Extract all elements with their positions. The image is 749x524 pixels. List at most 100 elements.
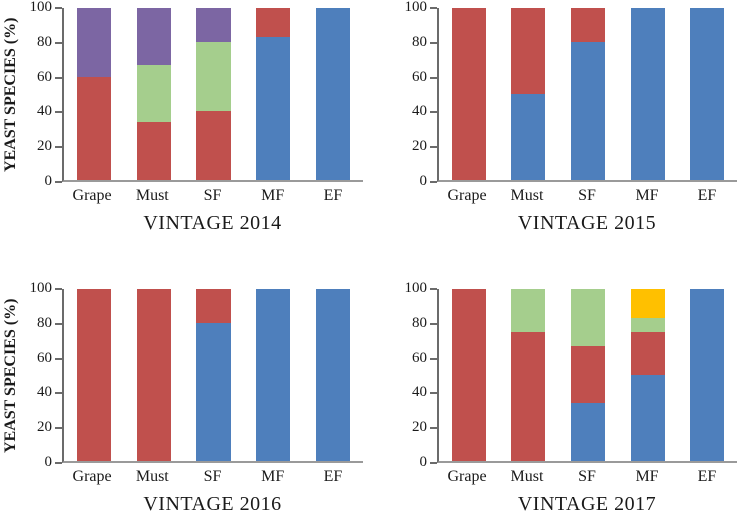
stacked-bar [571,289,605,461]
chart-title: VINTAGE 2016 [143,493,282,515]
y-tick-mark [55,181,62,183]
bar-segment-species-blue [571,402,605,461]
bar-segment-species-red [511,332,546,461]
y-tick-mark [430,111,437,114]
x-category-label: MF [261,468,285,485]
stacked-bar [316,8,351,180]
y-tick-mark [55,462,62,464]
chart-title: VINTAGE 2014 [143,212,282,234]
bar-segment-species-red [451,8,486,180]
y-tick-mark [430,76,437,79]
stacked-bar [451,289,486,461]
y-tick-mark [430,462,437,464]
x-axis-labels: Grape Must SF MF EF [62,463,363,489]
bar-segment-species-green [196,42,231,112]
stacked-bar [256,8,291,180]
y-tick-mark [430,392,437,395]
bar-slot-ef [677,289,737,461]
y-tick-label: 20 [412,419,427,436]
bar-segment-species-red [76,289,111,461]
bar-segment-species-red [571,345,605,403]
bar-slot-must [499,8,559,180]
x-category-label: MF [635,468,659,485]
x-category-label: MF [261,187,285,204]
y-tick-mark [55,111,62,114]
x-category-label: MF [635,187,659,204]
y-tick-mark [55,322,62,325]
y-tick-label: 60 [37,68,52,85]
y-tick-mark [55,41,62,44]
stacked-bar [76,289,111,461]
bar-segment-species-blue [511,94,546,180]
bar-slot-ef [303,289,363,461]
x-axis-labels: Grape Must SF MF EF [437,182,737,208]
y-tick-mark [55,392,62,395]
y-tick-label: 80 [412,33,427,50]
bar-slot-sf [558,289,618,461]
x-category-label: Must [510,187,544,204]
x-category-label: SF [203,187,222,204]
stacked-bar [630,289,665,461]
stacked-bar [76,8,111,180]
bar-slot-must [499,289,559,461]
y-axis-title [375,8,397,182]
stacked-bar [136,8,171,180]
bar-segment-species-gold [630,289,665,319]
bar-segment-species-purple [136,8,171,65]
plot-area [437,289,737,463]
stacked-bar [571,8,605,180]
bar-slot-ef [677,8,737,180]
bar-segment-species-green [571,289,605,346]
stacked-bar [690,289,725,461]
panel-vintage-2017: 0 20 40 60 80 100 Grape Must SF MF EF VINTAGE 201… [375,262,749,524]
bar-slot-must [124,8,184,180]
chart-title: VINTAGE 2015 [517,212,657,234]
y-tick-label: 100 [404,280,428,296]
y-tick-mark [55,7,62,9]
y-axis: 0 20 40 60 80 100 [397,0,437,189]
bar-segment-species-purple [76,8,111,77]
stacked-bar [316,289,351,461]
bar-segment-species-red [571,8,605,43]
y-tick-mark [430,427,437,430]
bar-slot-sf [558,8,618,180]
y-tick-label: 60 [412,349,427,366]
bar-segment-species-green [511,289,546,332]
bar-segment-species-blue [196,323,231,461]
bar-slot-sf [184,289,244,461]
x-category-label: EF [323,468,343,485]
y-tick-mark [55,427,62,430]
bar-segment-species-red [136,289,171,461]
bar-slot-sf [184,8,244,180]
y-axis: 0 20 40 60 80 100 [397,281,437,470]
y-tick-label: 0 [44,173,53,189]
y-tick-label: 20 [412,138,427,155]
y-axis: 0 20 40 60 80 100 [22,0,62,189]
y-tick-label: 0 [419,173,428,189]
y-tick-mark [55,357,62,360]
bar-segment-species-blue [690,8,725,180]
bar-segment-species-red [256,8,291,38]
stacked-bar [690,8,725,180]
y-tick-mark [55,288,62,290]
bar-slot-mf [243,289,303,461]
y-axis: 0 20 40 60 80 100 [22,281,62,470]
x-category-label: SF [578,187,596,204]
y-tick-label: 40 [37,384,52,401]
y-tick-mark [430,322,437,325]
bar-segment-species-blue [316,8,351,180]
x-category-label: EF [697,187,717,204]
y-axis-title: YEAST SPECIES (%) [2,298,19,454]
y-tick-mark [55,146,62,149]
bar-segment-species-red [511,8,546,94]
panel-vintage-2014: YEAST SPECIES (%) 0 20 40 60 80 100 Grape Must… [0,0,375,262]
bar-segment-species-blue [316,289,351,461]
bar-slot-mf [243,8,303,180]
x-category-label: Grape [72,468,112,485]
bar-slot-mf [618,289,678,461]
x-axis-labels: Grape Must SF MF EF [62,182,363,208]
y-tick-label: 40 [412,103,427,120]
y-tick-label: 80 [412,314,427,331]
y-tick-mark [430,357,437,360]
